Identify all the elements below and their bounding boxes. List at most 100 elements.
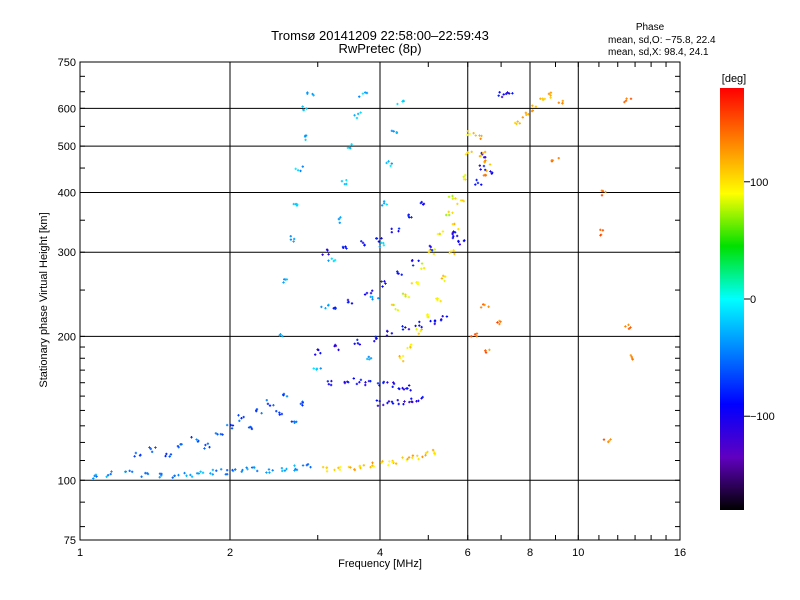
y-tick-label: 300 — [58, 247, 76, 259]
data-point — [368, 358, 371, 361]
data-point — [292, 237, 296, 241]
data-point — [498, 91, 501, 94]
data-point — [387, 464, 390, 467]
x-tick-label: 10 — [572, 547, 584, 559]
data-point — [561, 99, 564, 103]
data-point — [396, 309, 400, 312]
data-point — [225, 472, 229, 476]
data-point — [364, 383, 367, 387]
data-point — [409, 343, 413, 346]
data-point — [177, 473, 180, 477]
data-point — [138, 454, 142, 457]
data-point — [109, 472, 112, 476]
data-point — [343, 182, 347, 186]
data-point — [483, 150, 487, 154]
data-point — [498, 322, 501, 326]
data-point — [358, 465, 362, 468]
data-point — [496, 321, 499, 324]
data-point — [195, 472, 199, 475]
data-point — [365, 291, 369, 295]
data-point — [599, 234, 602, 237]
data-point — [624, 325, 627, 328]
data-point — [407, 328, 411, 331]
data-point — [424, 451, 428, 455]
data-point — [95, 475, 98, 478]
data-point — [299, 402, 303, 406]
data-point — [599, 228, 602, 232]
data-point — [420, 262, 424, 265]
data-point — [256, 469, 259, 473]
data-point — [464, 173, 467, 177]
data-point — [241, 468, 244, 472]
data-point — [502, 93, 505, 96]
data-point — [448, 251, 451, 255]
data-point — [487, 305, 490, 308]
data-point — [225, 423, 229, 427]
data-point — [345, 178, 348, 182]
data-point — [462, 200, 465, 203]
data-point — [397, 227, 401, 230]
colorbar-ticks: 100 0 −100 — [744, 177, 775, 423]
data-point — [214, 432, 218, 435]
data-point — [358, 343, 362, 346]
data-point — [332, 259, 336, 263]
data-point — [299, 169, 302, 173]
data-point — [518, 122, 521, 125]
colorbar — [720, 88, 744, 510]
data-point — [164, 454, 167, 458]
data-point — [204, 443, 207, 447]
data-point — [128, 469, 131, 473]
data-point — [531, 109, 535, 112]
data-point — [630, 355, 634, 359]
data-point — [280, 466, 284, 470]
data-point — [350, 143, 353, 146]
data-point — [378, 245, 382, 248]
data-point — [511, 92, 514, 95]
data-point — [484, 349, 487, 353]
data-point — [201, 471, 205, 474]
data-point — [476, 181, 480, 185]
data-point — [382, 244, 386, 247]
data-point — [364, 381, 367, 384]
cluster-lower-layer-low-freq — [133, 392, 304, 458]
data-point — [403, 400, 406, 403]
data-point — [440, 277, 444, 280]
data-point — [491, 171, 494, 174]
data-point — [441, 315, 444, 318]
data-point — [451, 197, 454, 200]
y-tick-label: 750 — [58, 57, 76, 69]
data-point — [237, 414, 240, 417]
data-point — [185, 474, 188, 477]
x-tick-label: 1 — [77, 547, 83, 559]
cluster-x-mode-orange-high — [474, 91, 564, 177]
data-point — [480, 183, 483, 186]
y-axis-label: Stationary phase Virtual Height [km] — [38, 212, 50, 387]
data-point — [203, 447, 206, 450]
data-point — [470, 150, 473, 154]
data-point — [484, 174, 488, 177]
data-point — [309, 465, 312, 469]
data-point — [386, 330, 389, 333]
data-point — [366, 357, 369, 361]
data-point — [301, 105, 304, 108]
x-axis-ticks: 1 2 4 6 8 10 16 — [77, 62, 686, 559]
data-point — [447, 195, 451, 198]
x-tick-label: 2 — [227, 547, 233, 559]
data-point — [356, 338, 359, 342]
x-tick-label: 4 — [377, 547, 383, 559]
data-point — [623, 100, 626, 104]
data-point — [382, 381, 385, 385]
data-point — [110, 470, 113, 473]
data-point — [417, 259, 420, 263]
data-point — [405, 387, 408, 390]
data-point — [312, 367, 315, 370]
data-point — [208, 445, 211, 449]
data-point — [289, 238, 293, 241]
data-point — [304, 138, 307, 142]
x-tick-label: 16 — [674, 547, 686, 559]
data-point — [549, 94, 552, 97]
data-point — [275, 409, 278, 413]
data-point — [395, 130, 398, 134]
data-point — [427, 250, 431, 254]
colorbar-label: [deg] — [722, 73, 746, 85]
